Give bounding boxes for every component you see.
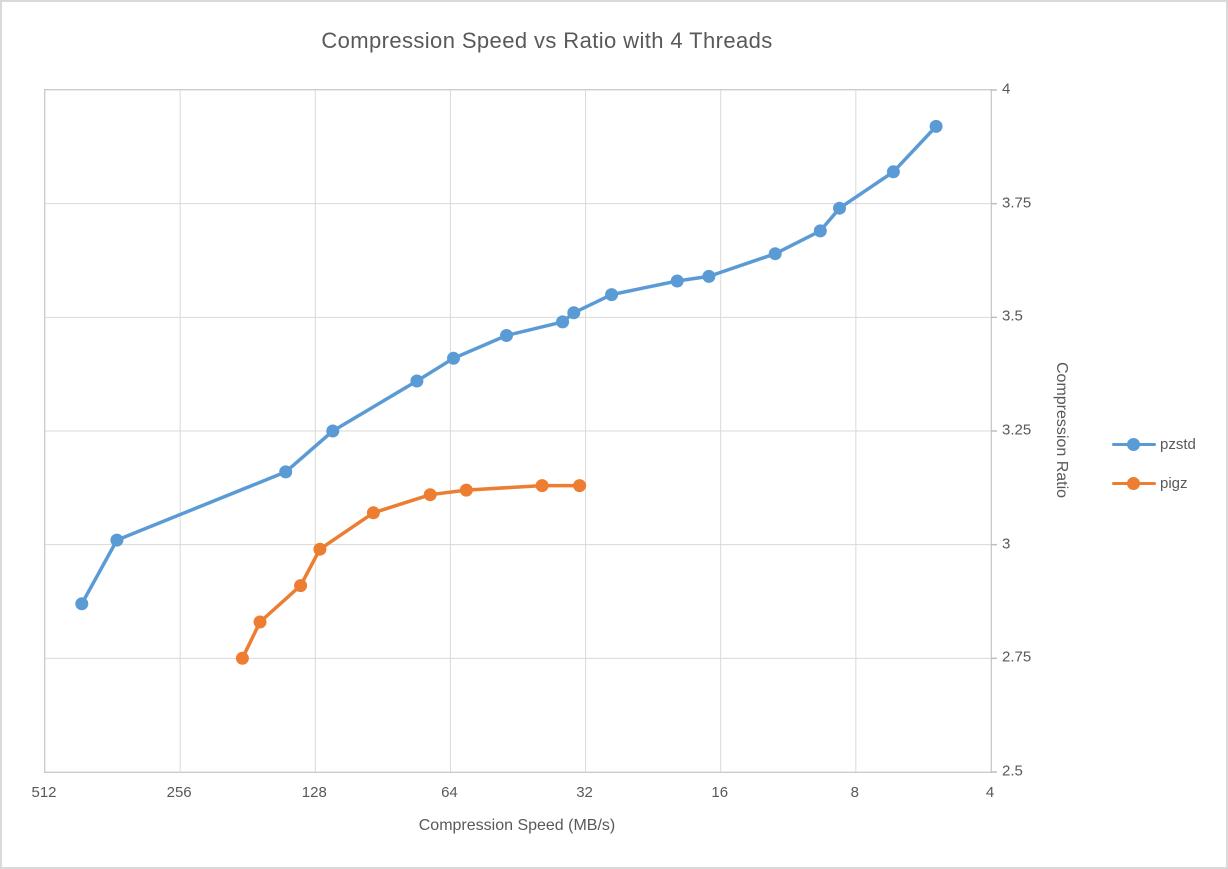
data-point-pigz: [366, 506, 380, 520]
data-point-pzstd: [702, 269, 716, 283]
data-point-pzstd: [75, 597, 89, 611]
data-point-pzstd: [326, 424, 340, 438]
data-point-pzstd: [410, 374, 424, 388]
x-tick-label: 4: [985, 784, 995, 801]
legend-item-pzstd: pzstd: [1112, 431, 1196, 457]
legend-dot-icon: [1127, 476, 1140, 490]
series-line-pzstd: [80, 125, 938, 605]
data-point-pzstd: [447, 351, 460, 365]
x-tick-label: 32: [576, 784, 593, 801]
data-point-pigz: [313, 542, 327, 556]
x-tick-label: 256: [166, 784, 192, 801]
x-tick-label: 8: [850, 784, 860, 801]
legend-label: pigz: [1160, 474, 1188, 492]
y-tick-label: 3.5: [1002, 307, 1023, 325]
data-point-pzstd: [110, 533, 124, 547]
data-point-pzstd: [556, 315, 570, 329]
y-tick-label: 3.75: [1002, 194, 1032, 212]
plot-area: [44, 89, 997, 773]
data-point-pzstd: [500, 329, 513, 342]
data-point-pigz: [235, 651, 249, 665]
legend-dot-icon: [1127, 437, 1140, 451]
data-point-pigz: [573, 479, 587, 493]
y-tick-label: 4: [1002, 80, 1011, 98]
series-line-pigz: [240, 483, 580, 660]
data-point-pzstd: [929, 119, 943, 133]
y-tick-label: 2.75: [1002, 648, 1032, 666]
data-point-pigz: [423, 488, 437, 502]
line-marker-icon: [1112, 476, 1156, 490]
y-tick-label: 3.25: [1002, 421, 1032, 439]
x-tick-label: 16: [711, 784, 729, 801]
data-point-pzstd: [567, 306, 581, 320]
data-point-pzstd: [833, 201, 846, 215]
data-point-pigz: [294, 579, 308, 593]
y-tick-label: 3: [1002, 535, 1011, 553]
data-point-pzstd: [886, 165, 900, 179]
x-tick-label: 128: [301, 784, 327, 801]
data-point-pzstd: [768, 247, 782, 261]
data-point-pigz: [535, 479, 549, 493]
data-point-pzstd: [279, 465, 293, 479]
data-point-pigz: [459, 483, 473, 497]
x-tick-label: 512: [31, 784, 57, 801]
plot-svg: [44, 89, 997, 773]
line-marker-icon: [1112, 437, 1156, 451]
legend-label: pzstd: [1160, 435, 1196, 453]
data-point-pzstd: [670, 274, 684, 288]
y-tick-label: 2.5: [1002, 762, 1023, 780]
x-axis-title: Compression Speed (MB/s): [418, 817, 616, 834]
x-tick-label: 64: [441, 784, 458, 801]
legend: pzstd pigz: [1112, 431, 1196, 509]
legend-item-pigz: pigz: [1112, 470, 1196, 496]
chart-title: Compression Speed vs Ratio with 4 Thread…: [321, 28, 773, 53]
data-point-pigz: [253, 615, 267, 629]
y-axis-title: Compression Ratio: [1053, 361, 1070, 499]
data-point-pzstd: [605, 288, 619, 302]
data-point-pzstd: [813, 224, 827, 238]
